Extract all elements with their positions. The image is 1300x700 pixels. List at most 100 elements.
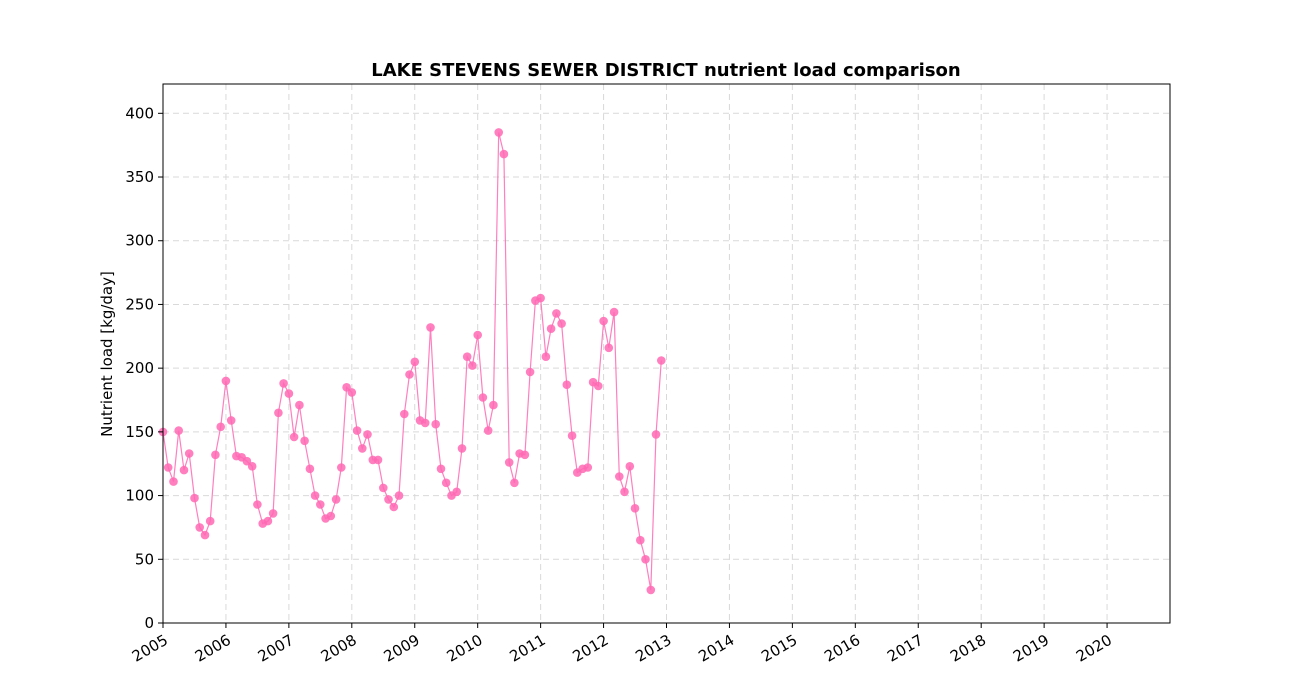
data-point (384, 495, 393, 504)
data-point (279, 379, 288, 388)
x-tick-label: 2018 (947, 631, 989, 666)
x-tick-label: 2007 (255, 631, 297, 666)
data-point (625, 462, 635, 471)
data-point (615, 472, 624, 481)
data-point (457, 444, 467, 453)
y-axis-label: Nutrient load [kg/day] (98, 271, 116, 437)
data-point (489, 400, 498, 410)
data-point (216, 422, 225, 432)
data-point (316, 500, 325, 509)
data-point (326, 511, 336, 521)
data-point (646, 585, 656, 595)
data-point (389, 502, 399, 512)
x-tick-label: 2016 (821, 631, 863, 666)
data-point (504, 458, 514, 467)
x-tick-label: 2019 (1010, 631, 1052, 666)
x-tick-label: 2008 (318, 631, 360, 666)
data-point (226, 416, 236, 425)
data-point (211, 450, 220, 460)
data-point (478, 393, 488, 402)
data-point (552, 309, 561, 318)
data-point (247, 462, 257, 471)
data-point (394, 491, 404, 500)
x-tick-label: 2015 (758, 631, 800, 666)
data-point (525, 367, 535, 377)
data-point (347, 388, 357, 397)
data-point (557, 319, 566, 328)
data-point (200, 530, 210, 540)
data-point (337, 463, 346, 472)
data-point (373, 455, 383, 465)
data-point (163, 463, 173, 472)
data-point (190, 493, 199, 503)
data-point (410, 357, 420, 367)
data-point (473, 330, 483, 340)
data-point (494, 128, 504, 137)
data-point (195, 523, 204, 532)
data-point (562, 380, 572, 390)
x-axis: 2005 2006 2007 2008 2009 2010 2011 2012 2013 2014… (129, 623, 1115, 666)
x-tick-label: 2012 (569, 631, 611, 666)
data-point (205, 516, 215, 526)
data-point (609, 307, 619, 317)
data-point (499, 149, 509, 159)
chart-title: LAKE STEVENS SEWER DISTRICT nutrient loa… (371, 60, 960, 81)
data-point (352, 426, 362, 435)
data-point (242, 456, 252, 466)
x-tick-label: 2020 (1073, 631, 1115, 666)
y-axis: 0 50 100 150 200 250 300 350 400 (125, 104, 163, 632)
grid-lines (162, 84, 1170, 624)
x-tick-label: 2005 (129, 631, 171, 666)
data-point (310, 491, 320, 500)
data-point (620, 487, 629, 497)
data-point (305, 464, 315, 474)
y-tick-label: 200 (125, 359, 154, 377)
data-point (599, 316, 608, 326)
data-point (510, 478, 519, 488)
data-point (546, 324, 556, 334)
data-point (431, 419, 441, 429)
data-point (274, 408, 283, 418)
data-point (221, 376, 231, 386)
x-tick-label: 2006 (192, 631, 234, 666)
data-point (300, 436, 309, 446)
data-point (583, 463, 593, 472)
data-point (520, 450, 530, 460)
y-tick-label: 400 (125, 104, 154, 122)
data-point (268, 509, 278, 518)
x-tick-label: 2011 (507, 631, 549, 666)
x-tick-label: 2014 (695, 631, 737, 666)
data-point (400, 409, 409, 419)
data-point (289, 432, 299, 442)
data-point (441, 478, 451, 488)
data-point (363, 430, 372, 439)
data-point (462, 352, 472, 362)
data-point (284, 389, 294, 398)
data-point (331, 495, 341, 504)
data-point (405, 370, 414, 379)
data-point (253, 500, 262, 509)
data-point (179, 465, 189, 475)
data-point (594, 381, 603, 391)
data-point (567, 431, 577, 441)
y-tick-label: 50 (135, 550, 154, 568)
y-tick-label: 100 (125, 487, 154, 505)
data-point (169, 477, 178, 486)
data-point (651, 430, 661, 439)
data-point (641, 555, 650, 564)
series-layer (158, 128, 666, 595)
data-point (174, 426, 183, 435)
y-tick-label: 350 (125, 168, 154, 186)
data-point (630, 504, 640, 513)
data-point (604, 343, 614, 353)
data-point (358, 444, 367, 453)
data-point (483, 426, 493, 435)
data-point (184, 449, 194, 458)
data-point (295, 400, 304, 410)
y-tick-label: 150 (125, 423, 154, 441)
data-point (436, 464, 446, 474)
data-point (536, 293, 545, 303)
data-point (420, 418, 430, 428)
data-point (426, 323, 435, 332)
